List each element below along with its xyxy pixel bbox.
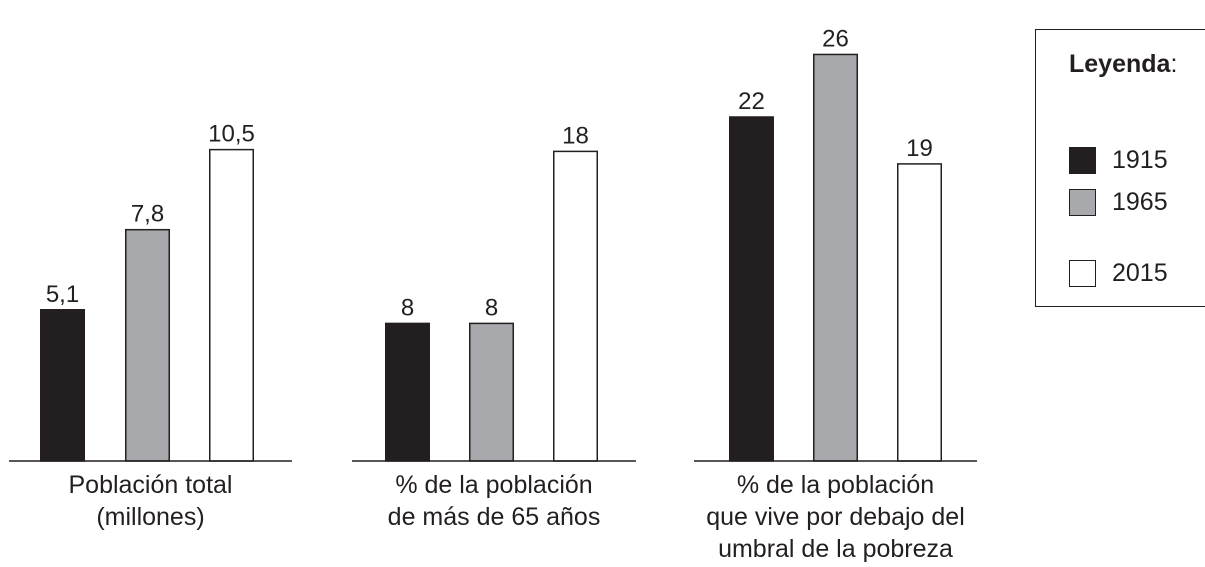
bar-1-1965 [125,228,170,462]
bar-3-2015 [897,163,942,462]
category-label-1-line-1: Población total [68,471,232,499]
legend-label-1965: 1965 [1112,187,1168,216]
data-label-3-1965: 26 [822,25,849,52]
legend: Leyenda: 1915 1965 2015 [1035,29,1205,307]
data-label-2-2015: 18 [562,122,589,149]
category-label-2-line-2: de más de 65 años [388,503,601,531]
data-label-2-1965: 8 [485,294,498,321]
legend-label-1915: 1915 [1112,145,1168,174]
category-label-2-line-1: % de la población [395,471,592,499]
data-label-3-1915: 22 [738,88,765,115]
legend-swatch-1915 [1069,146,1096,174]
category-label-3-line-3: umbral de la pobreza [718,535,953,563]
category-label-3-line-1: % de la población [737,471,934,499]
data-label-1-1915: 5,1 [46,281,79,308]
data-label-1-2015: 10,5 [208,121,255,148]
legend-swatch-2015 [1069,259,1096,287]
legend-title: Leyenda: [1069,50,1178,78]
legend-label-2015: 2015 [1112,258,1168,287]
legend-item-2015: 2015 [1069,258,1168,288]
data-label-2-1915: 8 [401,294,414,321]
bar-2-1915 [385,322,430,462]
data-label-3-2015: 19 [906,135,933,162]
category-label-3-line-2: que vive por debajo del [706,503,965,531]
bar-3-1965 [813,53,858,462]
bar-2-1965 [469,322,514,462]
bar-1-2015 [209,148,254,462]
bar-3-1915 [729,116,774,462]
category-label-1-line-2: (millones) [96,503,204,531]
data-label-1-1965: 7,8 [131,201,164,228]
legend-item-1915: 1915 [1069,145,1168,175]
legend-swatch-1965 [1069,188,1096,216]
bar-1-1915 [40,309,85,462]
legend-item-1965: 1965 [1069,187,1168,217]
bar-2-2015 [553,150,598,462]
